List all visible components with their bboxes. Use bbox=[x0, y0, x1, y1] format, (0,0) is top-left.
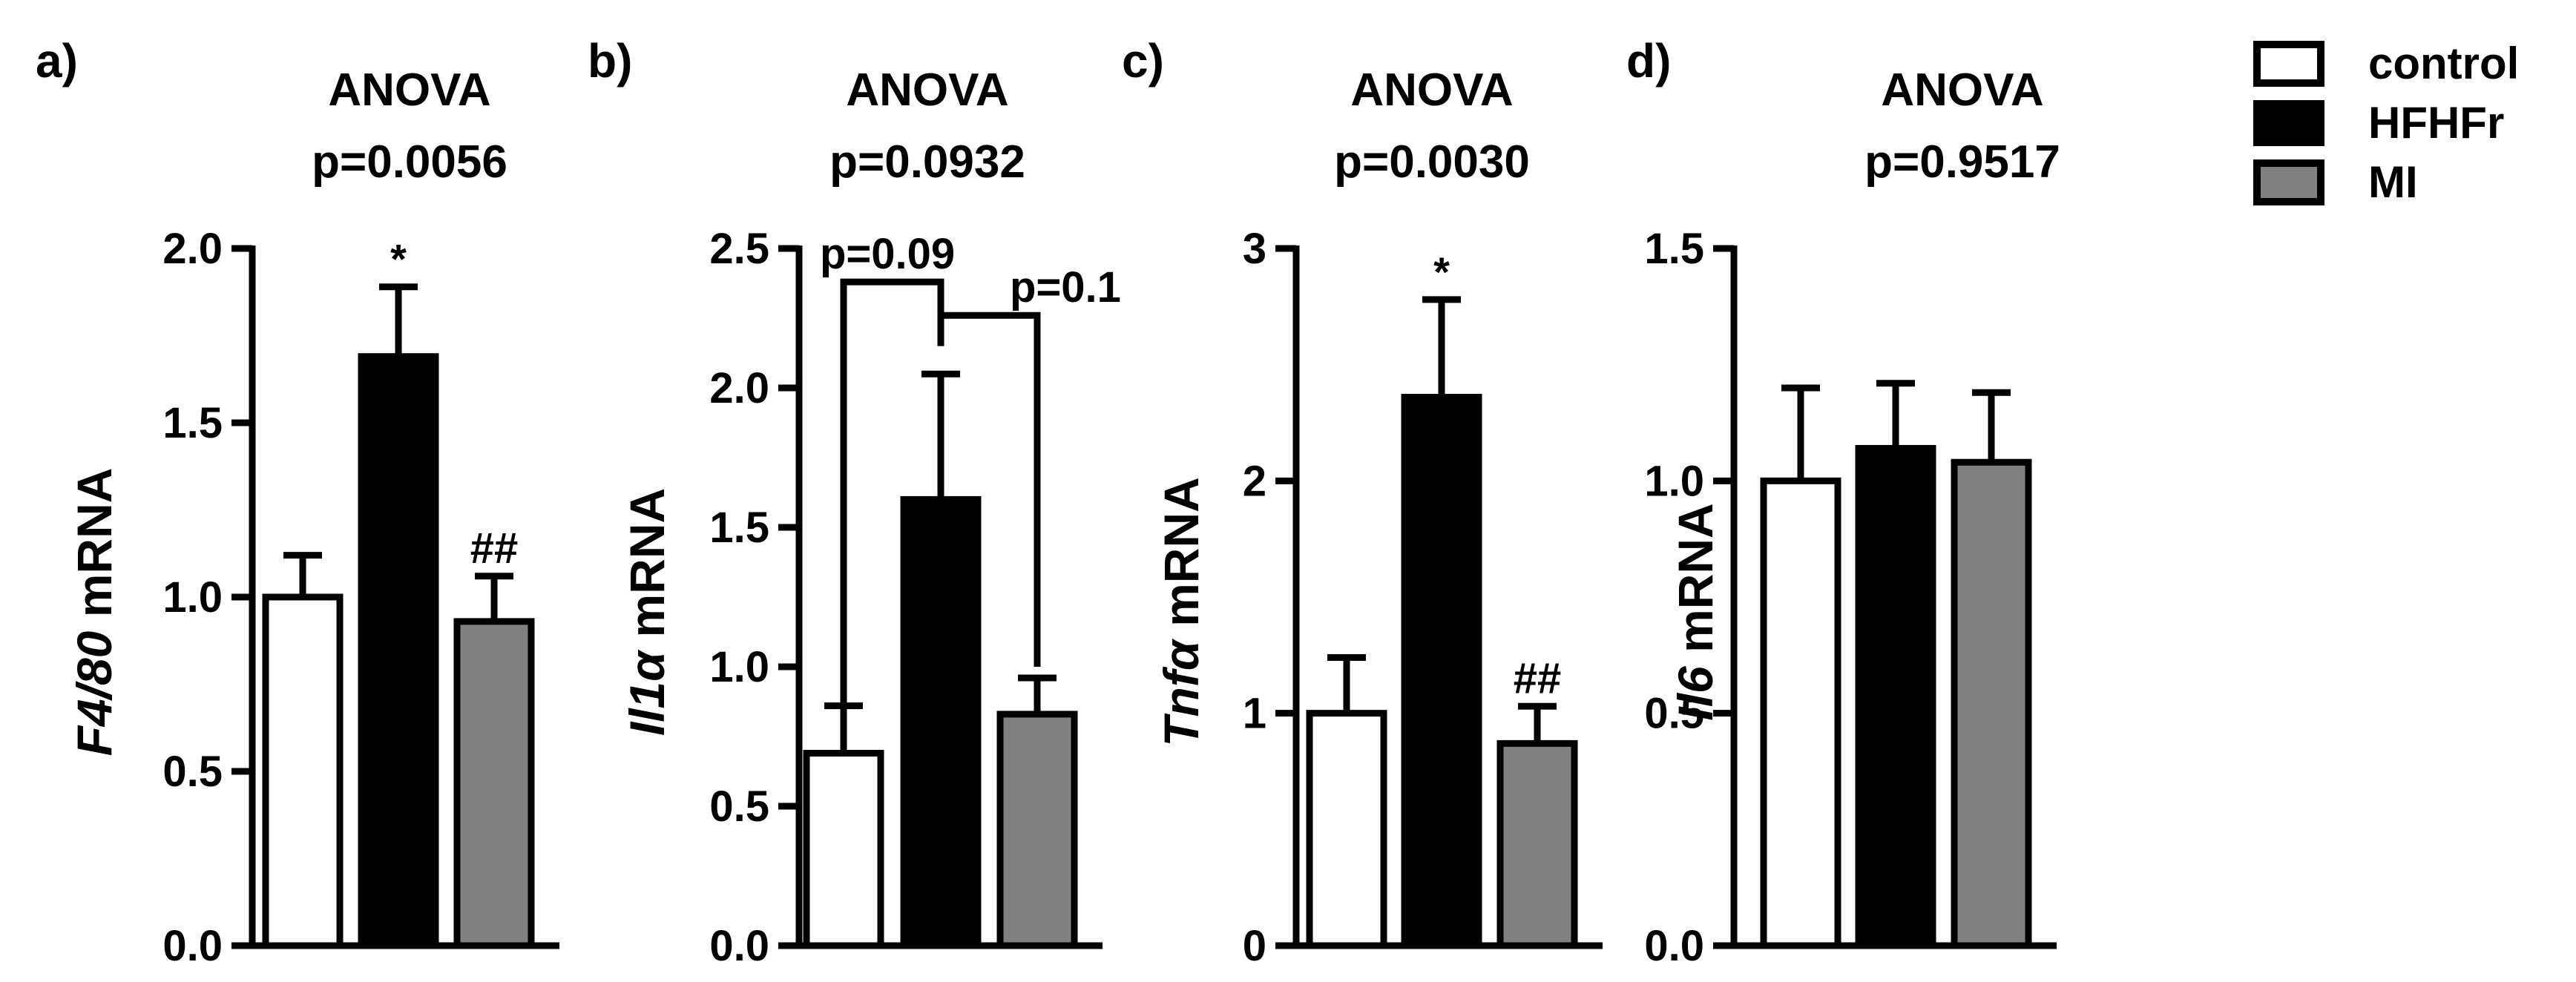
anova-p-value: p=0.0932 bbox=[829, 136, 1025, 188]
comparison-p-value: p=0.1 bbox=[1010, 263, 1121, 312]
y-tick-label: 1 bbox=[1243, 690, 1266, 738]
y-tick-label: 1.5 bbox=[1644, 225, 1704, 273]
anova-title: ANOVA bbox=[1350, 65, 1513, 116]
chart-panel-4: d) ANOVA p=0.9517 Il6 mRNA 0.0 0.5 1.0 1.5 bbox=[1626, 34, 2060, 970]
y-axis-unit: mRNA bbox=[67, 468, 122, 631]
y-axis-gene-name: F4/80 bbox=[67, 630, 122, 756]
y-tick-label: 1.0 bbox=[162, 573, 223, 622]
significance-hash: ## bbox=[470, 524, 519, 573]
legend-swatch-control bbox=[2253, 41, 2324, 87]
y-tick-label: 3 bbox=[1243, 225, 1266, 273]
significance-hash: ## bbox=[1514, 654, 1562, 702]
anova-p-value: p=0.0056 bbox=[312, 136, 507, 188]
y-axis-unit: mRNA bbox=[1154, 477, 1209, 640]
bar-hfhfr bbox=[900, 495, 982, 949]
y-axis-gene-name: Il1α bbox=[620, 649, 674, 736]
y-axis-label: Il1α mRNA bbox=[620, 488, 674, 736]
panel-letter: a) bbox=[36, 34, 78, 88]
anova-p-value: p=0.0030 bbox=[1334, 136, 1530, 188]
bar-control bbox=[262, 593, 344, 949]
y-tick-label: 1.5 bbox=[709, 504, 769, 552]
y-axis-label: Tnfα mRNA bbox=[1154, 477, 1209, 747]
anova-p-value: p=0.9517 bbox=[1864, 136, 2060, 188]
bar-hfhfr bbox=[1401, 394, 1482, 949]
bar-mi bbox=[1496, 739, 1578, 949]
y-tick-label: 2.5 bbox=[709, 225, 769, 273]
legend-label-mi: MI bbox=[2368, 157, 2418, 207]
y-tick-label: 2.0 bbox=[162, 225, 223, 273]
legend: control HFHFr MI bbox=[2253, 39, 2519, 207]
y-tick-label: 0.5 bbox=[1644, 690, 1704, 738]
bar-mi bbox=[996, 711, 1078, 949]
y-axis-gene-name: Tnfα bbox=[1154, 638, 1209, 747]
anova-title: ANOVA bbox=[1881, 65, 2043, 116]
legend-swatch-mi bbox=[2253, 159, 2324, 205]
legend-swatch-hfhfr bbox=[2253, 100, 2324, 146]
y-tick-label: 1.0 bbox=[709, 643, 769, 691]
anova-title: ANOVA bbox=[846, 65, 1008, 116]
chart-panel-3: c) ANOVA p=0.0030 Tnfα mRNA * ## 0 1 2 3 bbox=[1122, 34, 1603, 970]
y-axis-unit: mRNA bbox=[1668, 503, 1723, 666]
y-tick-label: 0.0 bbox=[709, 922, 769, 970]
y-tick-label: 1.0 bbox=[1644, 457, 1704, 505]
bar-control bbox=[1760, 477, 1841, 949]
y-tick-label: 0.5 bbox=[162, 748, 223, 796]
significance-star: * bbox=[1433, 248, 1450, 295]
comparison-p-value: p=0.09 bbox=[820, 230, 955, 278]
bar-hfhfr bbox=[358, 353, 439, 949]
y-tick-label: 0.0 bbox=[162, 922, 223, 970]
y-tick-label: 1.5 bbox=[162, 399, 223, 447]
legend-label-hfhfr: HFHFr bbox=[2368, 98, 2504, 148]
y-axis-unit: mRNA bbox=[620, 488, 674, 651]
chart-panel-2: b) ANOVA p=0.0932 Il1α mRNA p=0.09 p=0.1 0.0 0.… bbox=[588, 34, 1121, 970]
panel-letter: d) bbox=[1626, 34, 1671, 88]
anova-title: ANOVA bbox=[328, 65, 490, 116]
y-tick-label: 2 bbox=[1243, 457, 1266, 505]
comparison-bracket bbox=[937, 312, 1041, 667]
bar-control bbox=[803, 750, 884, 949]
panel-letter: c) bbox=[1122, 34, 1164, 88]
y-tick-label: 0.0 bbox=[1644, 922, 1704, 970]
panels: a) ANOVA p=0.0056 F4/80 mRNA * ## 0.0 0.5 1.0 1.5… bbox=[36, 34, 2060, 970]
y-tick-label: 0.5 bbox=[709, 782, 769, 831]
bar-control bbox=[1306, 710, 1387, 949]
bar-mi bbox=[1951, 458, 2032, 949]
y-axis-label: Il6 mRNA bbox=[1668, 503, 1723, 720]
bar-mi bbox=[453, 618, 535, 949]
y-tick-label: 0 bbox=[1243, 922, 1266, 970]
y-axis-label: F4/80 mRNA bbox=[67, 468, 122, 757]
legend-label-control: control bbox=[2368, 39, 2519, 88]
panel-letter: b) bbox=[588, 34, 632, 88]
y-tick-label: 2.0 bbox=[709, 364, 769, 412]
comparison-bracket bbox=[840, 278, 944, 703]
chart-panel-1: a) ANOVA p=0.0056 F4/80 mRNA * ## 0.0 0.5 1.0 1.5… bbox=[36, 34, 559, 970]
significance-star: * bbox=[390, 236, 407, 283]
bar-hfhfr bbox=[1855, 444, 1936, 949]
